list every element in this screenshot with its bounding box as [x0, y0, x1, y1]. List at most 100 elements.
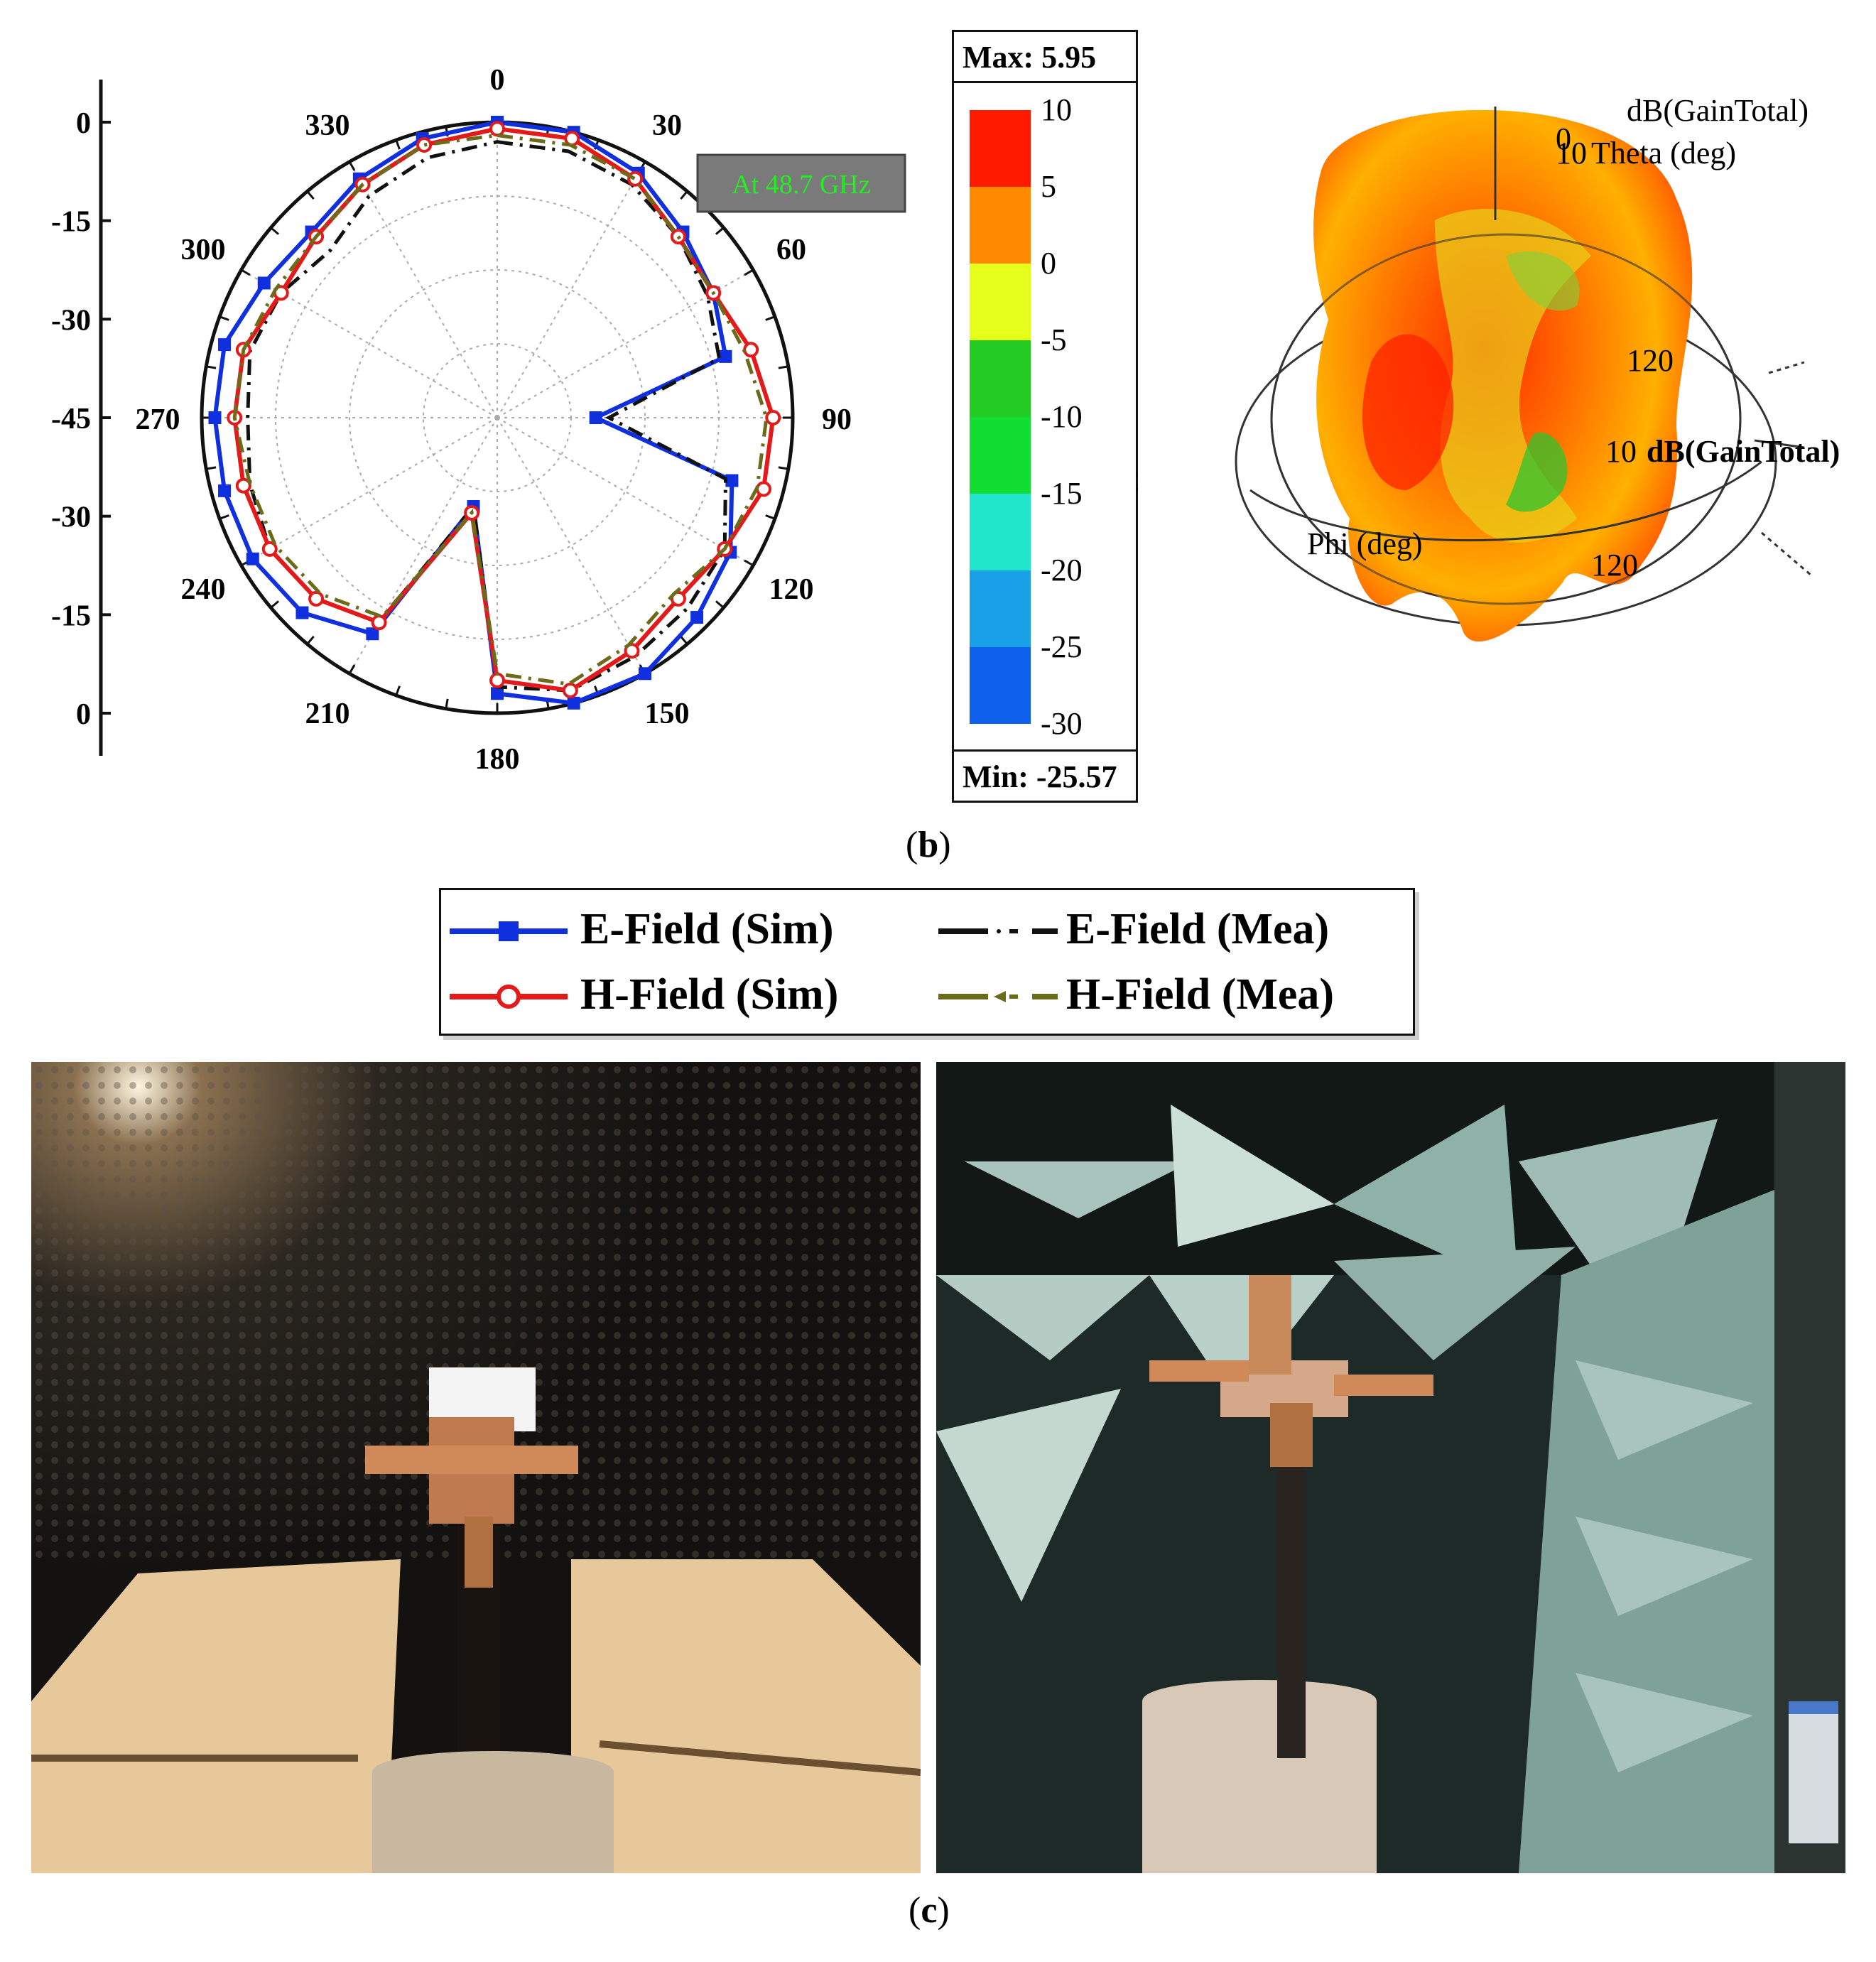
radial-axis-label: -15	[51, 600, 91, 632]
polar-radial-axis: 0 -15 -30 -45 -30 -15 0	[51, 80, 111, 756]
theta-label: Theta (deg)	[1591, 136, 1736, 170]
colorbar-segment	[970, 494, 1031, 570]
series-marker-2	[489, 121, 505, 137]
series-marker-2	[756, 481, 772, 497]
series-marker-0	[725, 474, 739, 487]
gain-label-top: dB(GainTotal)	[1627, 93, 1809, 128]
polar-angle-label: 0	[490, 64, 505, 97]
series-marker-2	[235, 477, 251, 494]
polar-tick	[765, 514, 776, 520]
pattern-green-patch	[1506, 432, 1568, 512]
gain-ten-right: 10	[1605, 434, 1637, 469]
colorbar-tick-label: -30	[1041, 706, 1083, 741]
phi-label: Phi (deg)	[1307, 526, 1423, 561]
caption-b: (b)	[906, 825, 951, 865]
frequency-annotation: At 48.7 GHz	[696, 153, 906, 213]
polar-tick	[206, 466, 217, 470]
gain-label-right: dB(GainTotal)	[1647, 434, 1840, 469]
phi-120-label: 120	[1591, 548, 1638, 582]
series-marker-2	[416, 137, 433, 153]
polar-tick	[306, 190, 315, 200]
pattern-red-core	[1362, 334, 1454, 490]
radiation-pattern-3d: dB(GainTotal) 0 10 Theta (deg) 120 10 dB…	[1137, 93, 1840, 642]
colorbar-tick-label: -15	[1041, 476, 1083, 511]
colorbar-max: Max: 5.95	[954, 32, 1136, 83]
colorbar-tick-label: -5	[1041, 323, 1067, 357]
legend-marker-h-mea	[938, 991, 1058, 1002]
phi-arc	[1249, 460, 1762, 542]
polar-tick	[680, 190, 688, 200]
caption-c: (c)	[909, 1890, 950, 1931]
series-marker-0	[246, 552, 259, 565]
colorbar-segment	[970, 570, 1031, 647]
polar-angle-label: 60	[776, 234, 806, 266]
polar-tick	[744, 559, 754, 567]
series-marker-0	[639, 667, 651, 681]
radial-axis-label: -30	[51, 304, 91, 337]
polar-tick	[306, 635, 315, 645]
polar-angle-label: 270	[136, 403, 180, 436]
legend-label-e-mea: E-Field (Mea)	[1066, 905, 1330, 953]
series-marker-0	[257, 276, 271, 290]
theta-zero-label: 0	[1556, 121, 1571, 156]
polar-angle-label: 30	[652, 109, 682, 142]
colorbar-segment	[970, 417, 1031, 494]
colorbar-segment	[970, 340, 1031, 417]
polar-tick	[715, 227, 725, 235]
series-marker-0	[366, 627, 379, 641]
legend-label-h-sim: H-Field (Sim)	[580, 970, 839, 1019]
colorbar-segment	[970, 187, 1031, 264]
series-marker-2	[627, 170, 644, 187]
radial-axis-label: 0	[76, 107, 91, 140]
radial-axis-label: -45	[51, 403, 91, 435]
series-marker-0	[719, 349, 732, 363]
pattern-green-top	[1506, 251, 1580, 311]
polar-angle-labels: 0 30 60 90 120 150 180 210 240 270 300 330	[136, 64, 852, 776]
series-marker-2	[371, 614, 387, 631]
series-marker-2	[562, 682, 578, 698]
polar-grid	[200, 120, 795, 715]
polar-angle-label: 150	[645, 698, 690, 730]
phi-12-label: 12	[1137, 462, 1139, 497]
polar-tick	[240, 269, 251, 276]
polar-series	[208, 116, 781, 710]
legend-marker-e-sim	[450, 921, 568, 941]
polar-angle-label: 90	[822, 403, 852, 436]
polar-tick	[348, 161, 356, 171]
polar-tick	[219, 514, 229, 520]
polar-angle-label: 300	[181, 234, 226, 266]
legend-label-e-sim: E-Field (Sim)	[580, 905, 834, 953]
polar-angle-label: 210	[305, 698, 350, 730]
polar-tick	[744, 269, 754, 276]
series-marker-0	[208, 411, 222, 424]
polar-tick	[348, 664, 356, 675]
polar-tick	[445, 698, 449, 709]
series-marker-2	[489, 672, 505, 688]
polar-angle-label: 330	[305, 109, 350, 142]
colorbar-tick-label: 0	[1041, 246, 1056, 281]
theta-ten-label: 10	[1556, 136, 1587, 170]
polar-plot: 0 30 60 90 120 150 180 210 240 270 300 330 0 -15 -30 -…	[51, 64, 906, 776]
colorbar-segment	[970, 110, 1031, 187]
polar-tick	[270, 227, 280, 235]
series-marker-0	[589, 411, 602, 424]
polar-tick	[778, 466, 788, 470]
series-marker-2	[261, 541, 278, 557]
polar-tick	[680, 635, 688, 645]
polar-angle-label: 120	[769, 573, 813, 606]
legend: E-Field (Sim) E-Field (Mea) H-Field (Sim…	[439, 888, 1415, 1036]
polar-tick	[778, 365, 788, 369]
series-marker-2	[308, 590, 325, 607]
series-marker-0	[567, 696, 580, 710]
colorbar-tick-label: -10	[1041, 399, 1083, 434]
measurement-photo-left	[31, 1062, 921, 1873]
polar-tick	[765, 315, 776, 321]
legend-marker-e-mea	[938, 928, 1058, 934]
colorbar-tick-label: -20	[1041, 553, 1083, 587]
colorbar-tick-label: -25	[1041, 629, 1083, 664]
series-marker-2	[743, 342, 759, 358]
series-marker-2	[765, 410, 781, 426]
theta-120-label: 120	[1627, 343, 1674, 378]
legend-label-h-mea: H-Field (Mea)	[1066, 970, 1335, 1019]
series-marker-0	[296, 606, 309, 619]
